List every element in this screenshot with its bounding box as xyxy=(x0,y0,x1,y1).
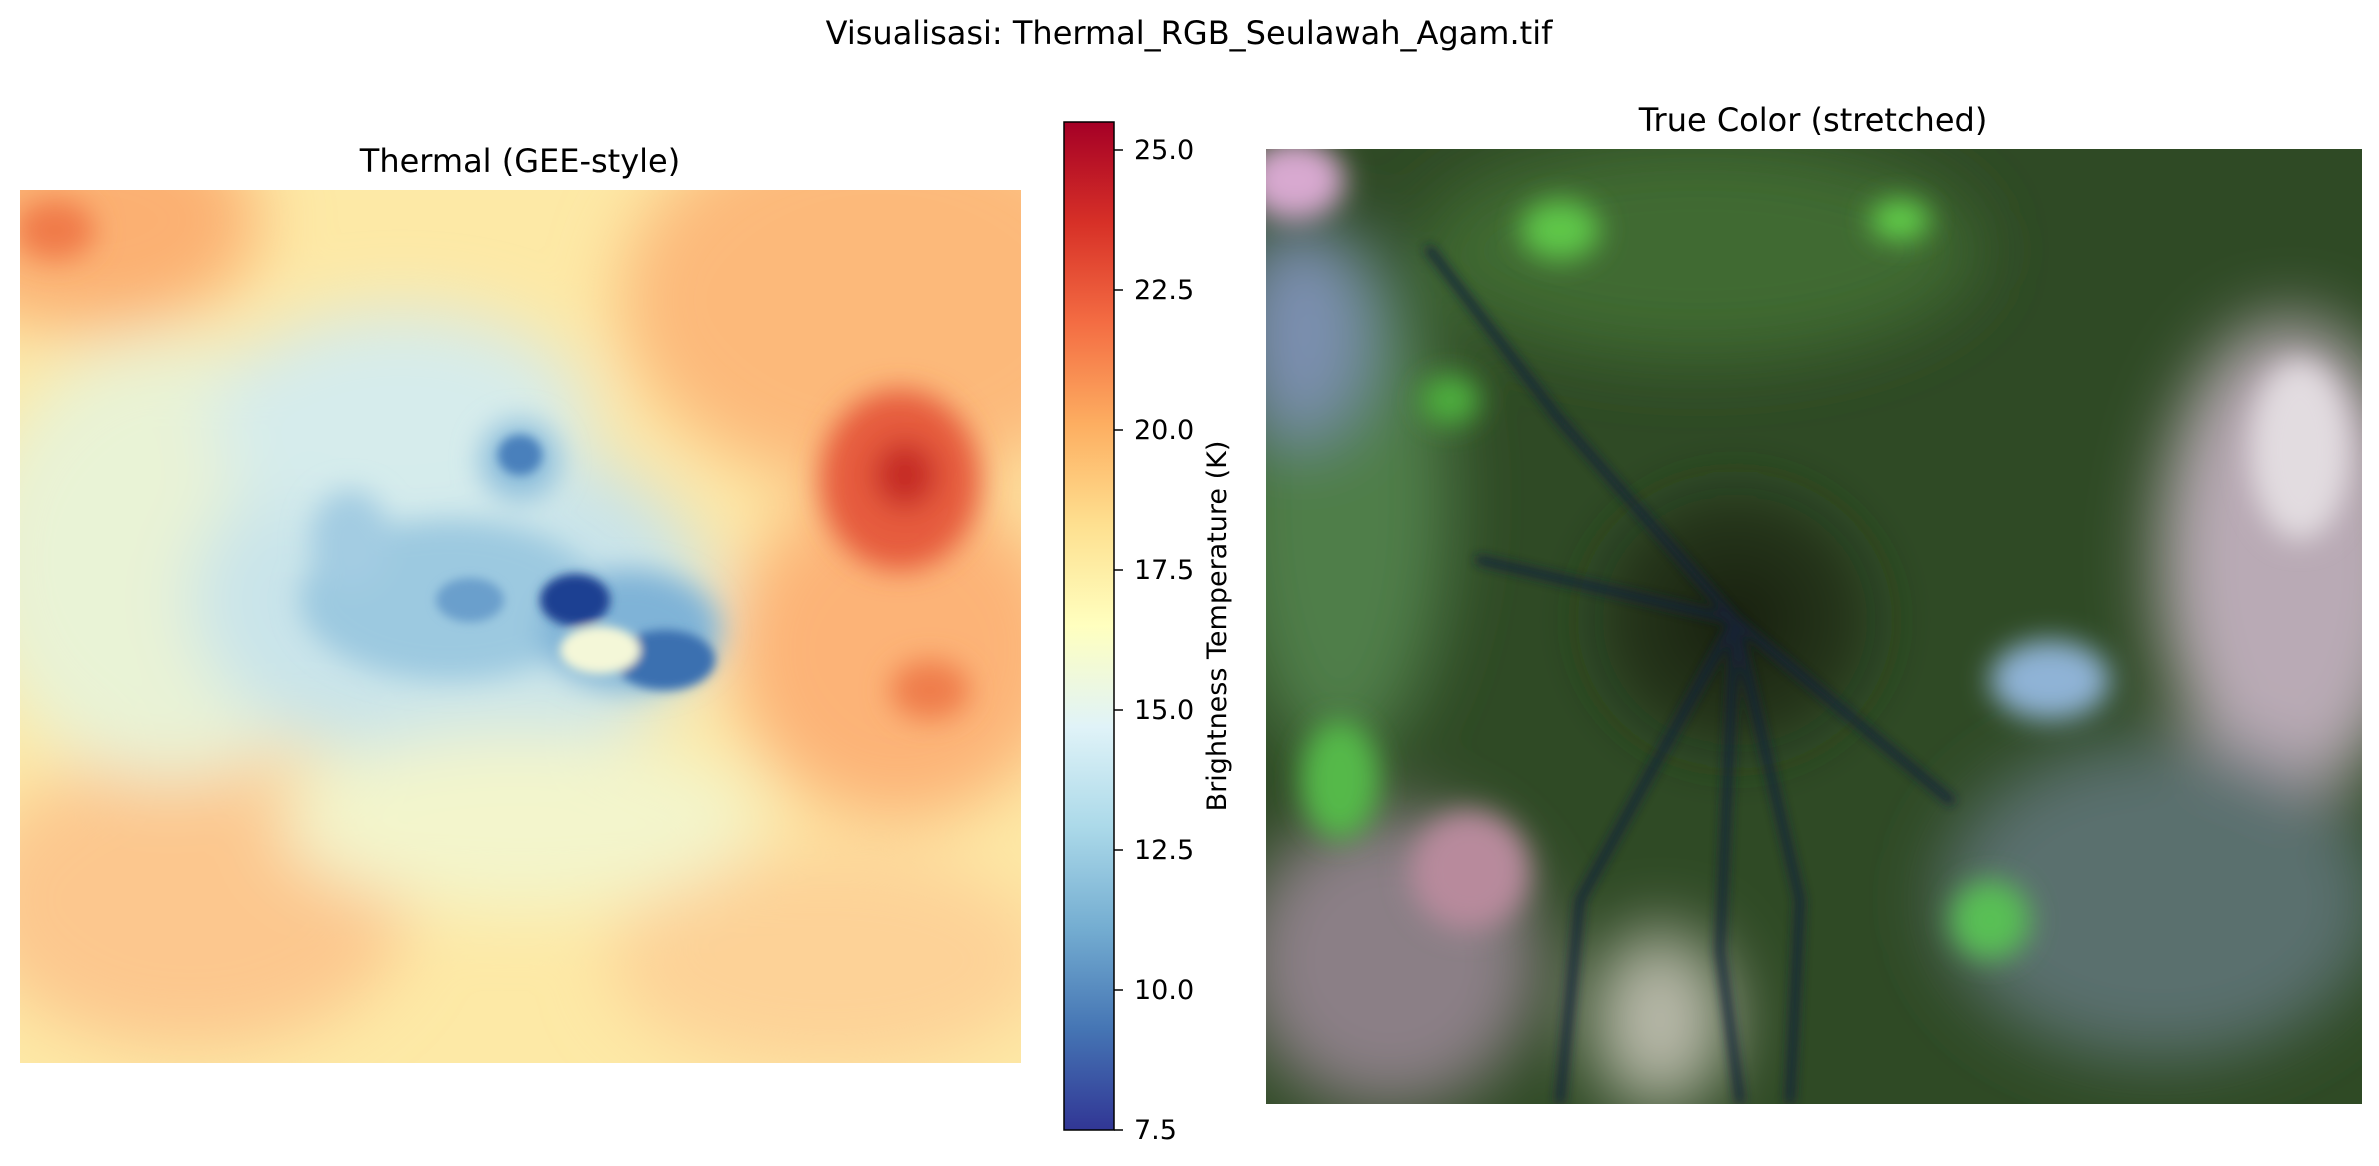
bright-veg-4 xyxy=(1950,880,2030,960)
white-patch-center xyxy=(560,626,640,674)
colorbar: 7.5 10.0 12.5 15.0 17.5 20.0 22.5 25.0 Brightne… xyxy=(1063,121,1233,1146)
colorbar-tick-label: 25.0 xyxy=(1134,135,1194,166)
thermal-panel: Thermal (GEE-style) xyxy=(20,142,1021,1063)
figure-suptitle: Visualisasi: Thermal_RGB_Seulawah_Agam.t… xyxy=(826,14,1553,52)
cold-spot-east xyxy=(615,630,715,690)
thermal-title: Thermal (GEE-style) xyxy=(359,142,680,180)
cold-spot-main xyxy=(540,574,610,626)
bright-veg-2 xyxy=(1870,200,1930,240)
truecolor-title: True Color (stretched) xyxy=(1638,101,1988,139)
cold-spot-center xyxy=(436,578,504,622)
valley-1 xyxy=(1425,245,1740,625)
valley-6 xyxy=(1475,555,1740,625)
pink-soil-northwest xyxy=(1266,149,1345,220)
warm-zone-right-mid xyxy=(730,480,1021,820)
pink-soil-southwest xyxy=(1410,810,1530,930)
colorbar-ticks: 7.5 10.0 12.5 15.0 17.5 20.0 22.5 25.0 xyxy=(1114,135,1194,1146)
valley-2 xyxy=(1555,615,1740,1104)
warm-spot-southeast xyxy=(890,660,970,720)
bright-veg-1 xyxy=(1520,200,1600,260)
pale-zone-bottom xyxy=(280,730,760,910)
colorbar-tick-label: 12.5 xyxy=(1134,835,1194,866)
warm-spot-northwest xyxy=(20,200,95,260)
valley-4 xyxy=(1730,615,1806,1104)
bright-veg-5 xyxy=(1420,375,1480,425)
truecolor-image xyxy=(1266,149,2362,1104)
blue-patch-east xyxy=(1990,640,2110,720)
cool-patch-west xyxy=(310,490,390,590)
valley-3 xyxy=(1714,615,1745,1104)
white-soil-east xyxy=(2250,360,2350,540)
colorbar-tick-label: 15.0 xyxy=(1134,695,1194,726)
vegetation-north xyxy=(1420,149,1980,360)
colorbar-gradient xyxy=(1063,121,1115,1131)
warm-zone-bottom-right xyxy=(610,850,1021,1063)
colorbar-tick-label: 20.0 xyxy=(1134,415,1194,446)
warm-spot-east-core xyxy=(873,441,937,509)
bright-veg-3 xyxy=(1300,720,1380,840)
colorbar-tick-label: 22.5 xyxy=(1134,275,1194,306)
colorbar-tick-label: 10.0 xyxy=(1134,975,1194,1006)
colorbar-tick-label: 7.5 xyxy=(1134,1115,1177,1146)
thermal-heatmap xyxy=(20,190,1021,1063)
colorbar-tick-label: 17.5 xyxy=(1134,555,1194,586)
valley-5 xyxy=(1730,615,1955,805)
bare-soil-south xyxy=(1590,930,1730,1104)
cold-spot-north xyxy=(498,435,542,475)
colorbar-label: Brightness Temperature (K) xyxy=(1202,441,1233,812)
blue-haze-west xyxy=(1266,220,1370,440)
truecolor-panel: True Color (stretched) xyxy=(1266,101,2362,1104)
vegetation-southeast xyxy=(1940,740,2362,1060)
